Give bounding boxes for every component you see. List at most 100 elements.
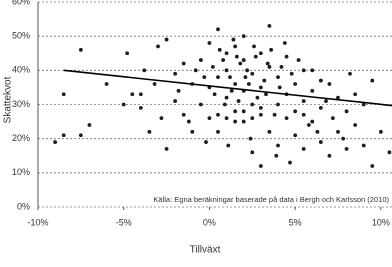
point <box>78 133 83 138</box>
point <box>243 75 248 80</box>
point <box>193 68 198 73</box>
point <box>130 92 135 97</box>
point <box>87 123 92 127</box>
x-tick-label: -10% <box>27 217 48 227</box>
point <box>156 44 160 49</box>
annotation: Källa: Egna beräkningar baserade på data… <box>153 195 389 204</box>
point <box>370 78 375 83</box>
point <box>348 71 352 76</box>
point <box>353 123 358 127</box>
annotation-box <box>165 193 392 206</box>
point <box>288 160 292 165</box>
point <box>255 95 260 100</box>
y-tick-label: 10% <box>12 167 30 177</box>
point <box>284 54 289 59</box>
point <box>216 129 220 134</box>
point <box>336 95 340 100</box>
point <box>276 75 280 80</box>
point <box>250 116 255 121</box>
point <box>233 82 238 86</box>
point <box>378 129 383 134</box>
point <box>204 140 208 144</box>
point <box>296 58 301 62</box>
point <box>250 102 255 107</box>
point <box>246 82 251 86</box>
point <box>258 51 263 56</box>
point <box>164 147 169 151</box>
point <box>344 109 349 114</box>
point <box>159 116 164 121</box>
point <box>222 102 227 107</box>
y-tick-label: 40% <box>12 65 30 75</box>
point <box>310 68 315 73</box>
point <box>61 92 66 97</box>
point <box>370 164 375 168</box>
point <box>164 37 169 42</box>
point <box>216 27 220 32</box>
point <box>233 109 238 114</box>
point <box>104 82 109 86</box>
point <box>341 136 346 141</box>
point <box>262 78 267 83</box>
point <box>236 99 241 103</box>
point <box>224 95 229 100</box>
point <box>306 123 311 127</box>
point <box>293 109 298 114</box>
point <box>318 106 323 110</box>
point <box>181 61 186 66</box>
point <box>274 153 279 158</box>
point <box>61 133 66 138</box>
point <box>301 68 306 73</box>
point <box>190 129 195 134</box>
point <box>241 34 246 39</box>
point <box>310 119 315 124</box>
point <box>224 116 229 121</box>
point <box>241 119 246 124</box>
point <box>176 88 181 93</box>
x-tick-label: -5% <box>116 217 132 227</box>
point <box>234 54 239 59</box>
y-tick-label: 60% <box>12 0 30 6</box>
y-tick-label: 0% <box>17 201 30 211</box>
point <box>231 37 236 42</box>
point <box>202 75 207 80</box>
point <box>147 129 152 134</box>
point <box>289 71 294 76</box>
point <box>207 116 212 121</box>
point <box>258 112 263 117</box>
y-tick-label: 50% <box>12 31 30 41</box>
point <box>233 119 238 124</box>
point <box>224 68 229 73</box>
point <box>301 99 306 103</box>
point <box>207 41 212 45</box>
point <box>121 102 126 107</box>
y-axis-label: Skattekvot <box>3 76 14 123</box>
point <box>272 112 277 117</box>
point <box>264 92 268 97</box>
point <box>310 88 315 93</box>
point <box>186 119 191 124</box>
point <box>53 140 58 144</box>
point <box>361 143 366 148</box>
point <box>152 82 157 86</box>
point <box>248 136 253 141</box>
x-axis-label: Tillväxt <box>190 245 221 256</box>
point <box>318 78 323 83</box>
point <box>327 82 332 86</box>
x-tick-label: 10% <box>372 217 390 227</box>
point <box>293 82 298 86</box>
point <box>277 85 282 90</box>
point <box>276 102 280 107</box>
point <box>224 51 229 56</box>
trend-line <box>63 69 392 107</box>
point <box>228 75 232 80</box>
point <box>198 58 203 62</box>
y-tick-label: 20% <box>12 133 30 143</box>
point <box>250 150 255 155</box>
point <box>252 44 256 49</box>
point <box>324 99 328 103</box>
point <box>229 88 234 93</box>
point <box>198 102 203 107</box>
